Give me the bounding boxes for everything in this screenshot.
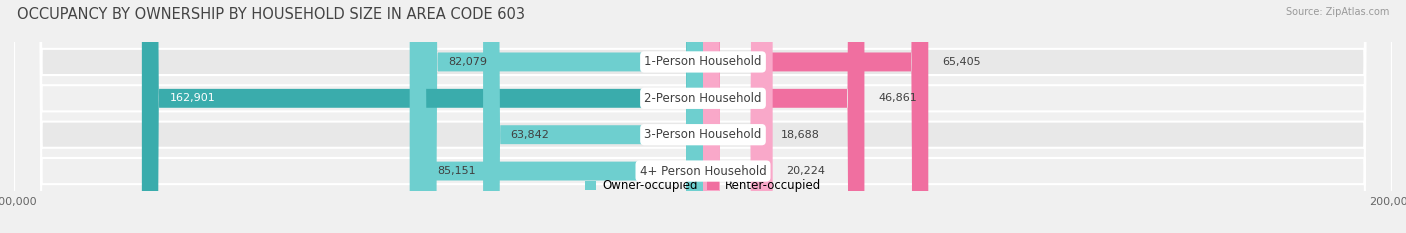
Text: 2-Person Household: 2-Person Household [644,92,762,105]
Text: 18,688: 18,688 [782,130,820,140]
FancyBboxPatch shape [703,0,865,233]
FancyBboxPatch shape [14,0,1392,233]
Text: 1-Person Household: 1-Person Household [644,55,762,69]
FancyBboxPatch shape [142,0,703,233]
FancyBboxPatch shape [409,0,703,233]
Text: 85,151: 85,151 [437,166,475,176]
FancyBboxPatch shape [484,0,703,233]
FancyBboxPatch shape [14,0,1392,233]
FancyBboxPatch shape [14,0,1392,233]
Text: 82,079: 82,079 [449,57,486,67]
Text: 4+ Person Household: 4+ Person Household [640,164,766,178]
Text: 20,224: 20,224 [786,166,825,176]
FancyBboxPatch shape [703,0,773,233]
FancyBboxPatch shape [420,0,703,233]
Text: Source: ZipAtlas.com: Source: ZipAtlas.com [1285,7,1389,17]
FancyBboxPatch shape [703,0,928,233]
Text: OCCUPANCY BY OWNERSHIP BY HOUSEHOLD SIZE IN AREA CODE 603: OCCUPANCY BY OWNERSHIP BY HOUSEHOLD SIZE… [17,7,524,22]
Text: 162,901: 162,901 [169,93,215,103]
Text: 3-Person Household: 3-Person Household [644,128,762,141]
FancyBboxPatch shape [703,0,768,233]
Text: 46,861: 46,861 [879,93,917,103]
Text: 63,842: 63,842 [510,130,550,140]
FancyBboxPatch shape [14,0,1392,233]
Legend: Owner-occupied, Renter-occupied: Owner-occupied, Renter-occupied [579,175,827,197]
Text: 65,405: 65,405 [942,57,981,67]
